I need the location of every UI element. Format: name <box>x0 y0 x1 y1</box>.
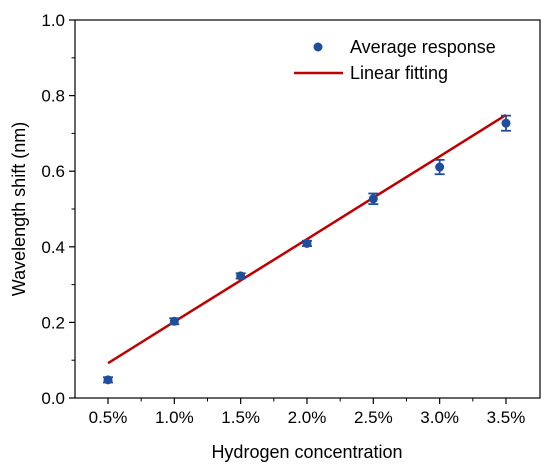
x-tick-label: 1.0% <box>155 408 194 427</box>
x-tick-label: 0.5% <box>89 408 128 427</box>
legend-marker-average-response <box>313 42 323 52</box>
y-tick-label: 0.6 <box>41 162 65 181</box>
data-point <box>236 271 246 281</box>
data-point <box>368 194 378 204</box>
legend-label-linear-fitting: Linear fitting <box>350 63 448 83</box>
x-tick-label: 2.0% <box>288 408 327 427</box>
y-axis-title: Wavelength shift (nm) <box>9 122 29 296</box>
x-tick-label: 3.5% <box>487 408 526 427</box>
data-point <box>435 162 445 172</box>
data-point <box>103 375 113 385</box>
y-tick-label: 0.4 <box>41 238 65 257</box>
y-tick-label: 0.8 <box>41 87 65 106</box>
x-tick-label: 2.5% <box>354 408 393 427</box>
data-point <box>302 238 312 248</box>
legend-label-average-response: Average response <box>350 37 496 57</box>
x-axis-title: Hydrogen concentration <box>211 442 402 462</box>
legend: Average response Linear fitting <box>294 37 496 83</box>
x-tick-label: 3.0% <box>420 408 459 427</box>
data-point <box>169 316 179 326</box>
y-tick-label: 0.2 <box>41 313 65 332</box>
data-point <box>501 118 511 128</box>
y-tick-label: 0.0 <box>41 389 65 408</box>
y-tick-label: 1.0 <box>41 11 65 30</box>
x-tick-label: 1.5% <box>221 408 260 427</box>
